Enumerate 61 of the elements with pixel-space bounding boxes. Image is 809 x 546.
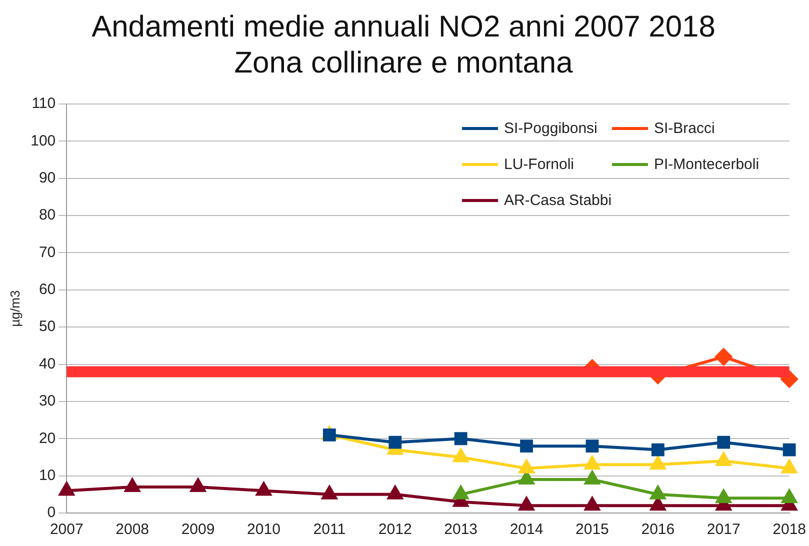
legend-label: LU-Fornoli — [504, 156, 574, 172]
legend-label: SI-Poggibonsi — [504, 120, 598, 136]
y-tick-label: 100 — [30, 132, 56, 150]
point — [716, 452, 732, 466]
x-tick-label: 2016 — [641, 521, 675, 538]
point — [782, 443, 796, 456]
y-tick-label: 0 — [47, 504, 56, 522]
point — [586, 440, 599, 453]
x-tick-label: 2011 — [313, 521, 346, 538]
point — [388, 436, 402, 449]
y-tick-label: 90 — [38, 170, 56, 187]
point — [190, 478, 206, 492]
legend-label: PI-Montecerboli — [654, 156, 760, 172]
y-tick-label: 80 — [38, 206, 56, 224]
x-tick-label: 2018 — [772, 521, 806, 538]
x-tick-label: 2014 — [510, 521, 544, 538]
x-tick-label: 2015 — [576, 521, 609, 538]
point — [717, 436, 730, 449]
chart-title: Andamenti medie annuali NO2 anni 2007 2018 — [92, 10, 716, 44]
x-tick-label: 2012 — [378, 521, 412, 538]
x-tick-label: 2013 — [444, 521, 478, 538]
x-tick-label: 2010 — [247, 521, 280, 538]
x-tick-label: 2017 — [706, 521, 740, 538]
x-tick-label: 2007 — [50, 521, 84, 538]
point — [782, 460, 797, 474]
legend-label: SI-Bracci — [654, 120, 715, 136]
y-tick-label: 20 — [38, 430, 56, 447]
y-tick-label: 110 — [32, 95, 56, 112]
point — [650, 486, 666, 500]
point — [453, 486, 468, 500]
legend-label: AR-Casa Stabbi — [504, 192, 612, 208]
chart-subtitle: Zona collinare e montana — [234, 46, 574, 80]
point — [453, 448, 468, 462]
y-tick-label: 10 — [38, 466, 56, 484]
point — [124, 478, 140, 492]
point — [388, 486, 403, 500]
y-tick-label: 40 — [38, 355, 56, 372]
point — [520, 440, 533, 453]
y-tick-label: 50 — [38, 318, 56, 336]
point — [782, 490, 797, 504]
point — [584, 456, 600, 470]
y-axis-title: µg/m3 — [7, 290, 22, 327]
point — [584, 497, 600, 511]
point — [59, 482, 74, 496]
y-tick-label: 30 — [38, 392, 56, 410]
point — [716, 490, 732, 504]
point — [584, 471, 600, 485]
point — [256, 482, 272, 496]
x-tick-label: 2008 — [116, 521, 150, 538]
point — [518, 460, 534, 474]
y-tick-label: 70 — [38, 244, 56, 261]
point — [518, 471, 534, 485]
y-tick-label: 60 — [38, 281, 56, 298]
point — [454, 432, 468, 446]
x-tick-label: 2009 — [181, 521, 215, 538]
point — [322, 486, 337, 500]
point — [650, 456, 666, 470]
point — [518, 497, 534, 511]
point — [650, 497, 666, 511]
point — [651, 443, 664, 456]
point — [715, 348, 732, 366]
